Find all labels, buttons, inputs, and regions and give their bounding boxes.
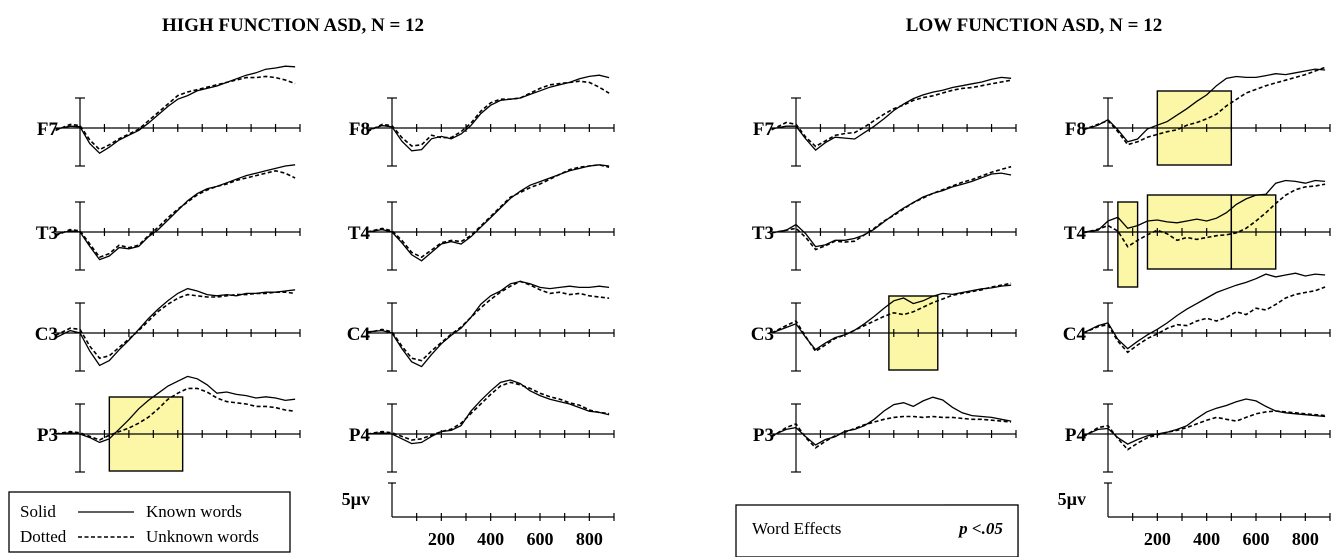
channel-label: F7 (753, 119, 775, 140)
legend-box (8, 491, 291, 553)
trace-known-words (55, 164, 296, 261)
x-tick-label: 400 (1193, 529, 1220, 549)
trace-unknown-words (55, 75, 296, 151)
chart-title: LOW FUNCTION ASD, N = 12 (906, 15, 1162, 36)
channel-label: F8 (349, 119, 370, 140)
x-tick-label: 200 (1144, 529, 1171, 549)
trace-unknown-words (366, 80, 610, 147)
trace-known-words (771, 172, 1012, 248)
trace-known-words (771, 76, 1012, 151)
trace-unknown-words (1083, 66, 1326, 146)
channel-label: T3 (36, 223, 58, 244)
trace-known-words (367, 164, 610, 262)
channel-label: T3 (752, 223, 774, 244)
channel-label: P3 (37, 425, 58, 446)
trace-known-words (1083, 272, 1326, 350)
x-tick-label: 800 (1292, 529, 1319, 549)
trace-unknown-words (367, 280, 610, 362)
trace-unknown-words (771, 165, 1012, 251)
trace-unknown-words (1082, 410, 1326, 451)
trace-unknown-words (55, 169, 296, 259)
trace-unknown-words (771, 415, 1012, 449)
x-tick-label: 200 (428, 529, 455, 549)
channel-label: T4 (1064, 223, 1087, 244)
significance-label: p <.05 (957, 519, 1003, 538)
trace-unknown-words (771, 282, 1012, 353)
trace-known-words (55, 65, 296, 155)
trace-unknown-words (1082, 286, 1326, 354)
x-tick-label: 600 (527, 529, 554, 549)
channel-label: C4 (1063, 324, 1087, 345)
legend-solid-name: Solid (20, 502, 56, 521)
trace-known-words (367, 280, 610, 368)
trace-unknown-words (771, 79, 1012, 148)
chart-title: HIGH FUNCTION ASD, N = 12 (162, 15, 424, 36)
x-tick-label: 600 (1243, 529, 1270, 549)
channel-label: P3 (753, 425, 774, 446)
significance-box (1117, 201, 1139, 288)
trace-known-words (771, 284, 1012, 351)
trace-known-words (55, 375, 296, 444)
legend-unknown-label: Unknown words (146, 527, 259, 546)
trace-unknown-words (1083, 183, 1326, 248)
legend-dotted-name: Dotted (20, 527, 67, 546)
x-tick-label: 800 (576, 529, 603, 549)
channel-label: F8 (1065, 119, 1086, 140)
trace-known-words (367, 379, 610, 445)
trace-unknown-words (55, 291, 296, 360)
trace-known-words (771, 396, 1012, 446)
trace-unknown-words (55, 387, 296, 441)
legend-known-label: Known words (146, 502, 242, 521)
trace-unknown-words (367, 163, 610, 259)
scale-label: 5µv (342, 489, 370, 509)
channel-label: P4 (349, 425, 371, 446)
channel-label: C3 (35, 324, 58, 345)
trace-unknown-words (367, 381, 610, 441)
channel-label: C3 (751, 324, 774, 345)
channel-label: T4 (348, 223, 371, 244)
trace-known-words (55, 287, 296, 367)
x-tick-label: 400 (477, 529, 504, 549)
channel-label: F7 (37, 119, 59, 140)
trace-known-words (1083, 179, 1326, 233)
trace-known-words (1083, 398, 1326, 445)
trace-known-words (367, 74, 610, 152)
trace-known-words (1083, 68, 1326, 143)
scale-label: 5µv (1058, 489, 1086, 509)
channel-label: P4 (1065, 425, 1087, 446)
word-effects-label: Word Effects (752, 519, 841, 538)
channel-label: C4 (347, 324, 371, 345)
word-effects-box (735, 504, 1019, 557)
